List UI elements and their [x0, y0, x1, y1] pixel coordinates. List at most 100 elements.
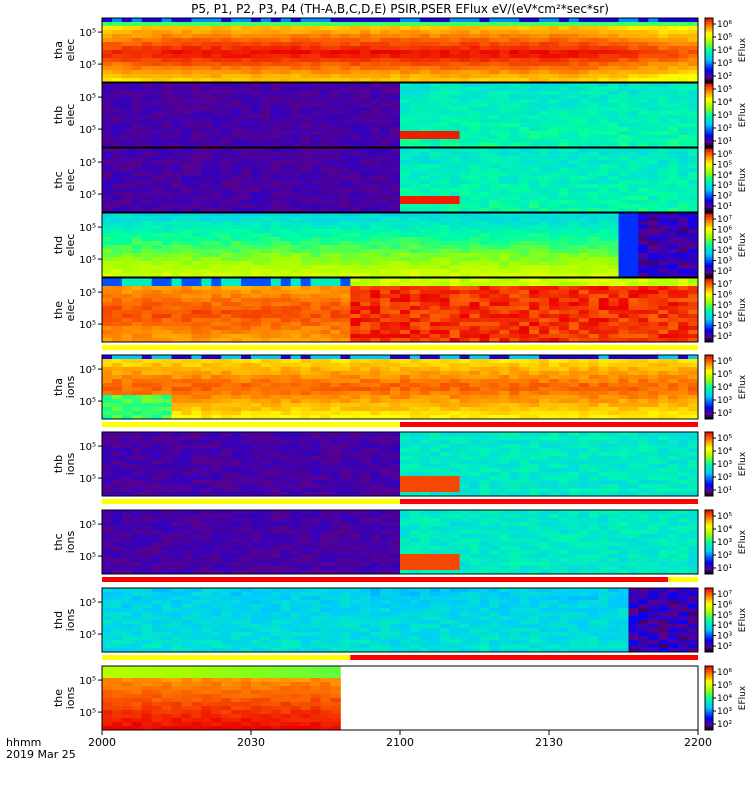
heatmap-cell: [141, 95, 153, 100]
heatmap-cell: [300, 99, 311, 104]
heatmap-cell: [479, 196, 490, 201]
heatmap-cell: [419, 172, 431, 177]
heatmap-cell: [449, 306, 460, 311]
heatmap-cell: [429, 176, 441, 181]
heatmap-cell: [588, 123, 600, 128]
heatmap-cell: [280, 123, 292, 128]
heatmap-cell: [370, 152, 381, 157]
colorbar-segment: [705, 227, 713, 230]
heatmap-cell: [568, 103, 580, 108]
heatmap-cell: [628, 241, 639, 246]
heatmap-cell: [241, 70, 252, 75]
heatmap-cell: [558, 139, 570, 144]
heatmap-cell: [320, 192, 331, 197]
heatmap-cell: [111, 74, 123, 79]
heatmap-cell: [380, 111, 391, 116]
heatmap-cell: [618, 74, 629, 79]
heatmap-cell: [201, 164, 212, 169]
heatmap-cell: [241, 188, 252, 193]
heatmap-cell: [529, 200, 540, 205]
heatmap-cell: [231, 34, 242, 39]
heatmap-cell: [479, 334, 490, 339]
heatmap-cell: [191, 50, 202, 55]
heatmap-cell: [400, 164, 411, 169]
heatmap-cell: [439, 139, 451, 144]
heatmap-cell: [102, 233, 113, 238]
heatmap-cell: [171, 91, 182, 96]
heatmap-cell: [350, 286, 361, 291]
heatmap-cell: [479, 87, 490, 92]
heatmap-cell: [588, 74, 600, 79]
heatmap-cell: [131, 208, 143, 213]
heatmap-cell: [231, 306, 242, 311]
heatmap-cell: [409, 70, 421, 75]
heatmap-cell: [390, 42, 401, 47]
heatmap-cell: [608, 314, 619, 319]
heatmap-cell: [360, 290, 371, 295]
heatmap-cell: [469, 330, 480, 335]
heatmap-cell: [300, 290, 311, 295]
heatmap-cell: [400, 111, 411, 116]
heatmap-cell: [161, 172, 172, 177]
heatmap-cell: [469, 249, 480, 254]
heatmap-cell: [519, 314, 530, 319]
heatmap-cell: [479, 330, 490, 335]
heatmap-cell: [191, 176, 202, 181]
heatmap-cell: [549, 265, 560, 270]
heatmap-cell: [678, 273, 689, 278]
heatmap-cell: [320, 282, 331, 287]
heatmap-cell: [578, 278, 590, 283]
heatmap-cell: [201, 318, 212, 323]
heatmap-cell: [141, 294, 153, 299]
heatmap-cell: [340, 22, 351, 27]
heatmap-cell: [449, 334, 460, 339]
heatmap-cell: [151, 115, 162, 120]
heatmap-cell: [350, 249, 361, 254]
heatmap-cell: [558, 241, 570, 246]
heatmap-cell: [310, 249, 321, 254]
heatmap-cell: [429, 233, 441, 238]
heatmap-cell: [578, 233, 590, 238]
heatmap-cell: [519, 148, 530, 153]
heatmap-cell: [121, 237, 133, 242]
heatmap-cell: [330, 196, 341, 201]
heatmap-cell: [688, 34, 699, 39]
heatmap-cell: [221, 139, 232, 144]
heatmap-cell: [588, 249, 600, 254]
heatmap-cell: [469, 66, 480, 71]
heatmap-cell: [628, 245, 639, 250]
heatmap-cell: [270, 22, 282, 27]
heatmap-cell: [131, 160, 143, 165]
heatmap-cell: [310, 83, 321, 88]
heatmap-cell: [449, 119, 460, 124]
heatmap-cell: [449, 91, 460, 96]
heatmap-cell: [598, 200, 609, 205]
heatmap-cell: [688, 229, 699, 234]
heatmap-cell: [260, 310, 272, 315]
heatmap-cell: [588, 156, 600, 161]
heatmap-cell: [211, 221, 222, 226]
heatmap-cell: [429, 123, 441, 128]
heatmap-cell: [161, 330, 172, 335]
heatmap-cell: [111, 278, 123, 283]
heatmap-cell: [499, 87, 510, 92]
heatmap-cell: [360, 95, 371, 100]
heatmap-cell: [588, 326, 600, 331]
heatmap-cell: [429, 298, 441, 303]
heatmap-cell: [479, 217, 490, 222]
heatmap-cell: [439, 249, 451, 254]
heatmap-cell: [588, 213, 600, 218]
heatmap-cell: [300, 192, 311, 197]
heatmap-cell: [300, 213, 311, 218]
panel-frame: [101, 147, 699, 213]
heatmap-cell: [390, 152, 401, 157]
heatmap-cell: [141, 261, 153, 266]
heatmap-cell: [529, 74, 540, 79]
heatmap-cell: [499, 184, 510, 189]
heatmap-cell: [628, 269, 639, 274]
heatmap-cell: [390, 298, 401, 303]
heatmap-cell: [221, 273, 232, 278]
heatmap-cell: [529, 83, 540, 88]
heatmap-cell: [479, 107, 490, 112]
heatmap-cell: [658, 87, 669, 92]
